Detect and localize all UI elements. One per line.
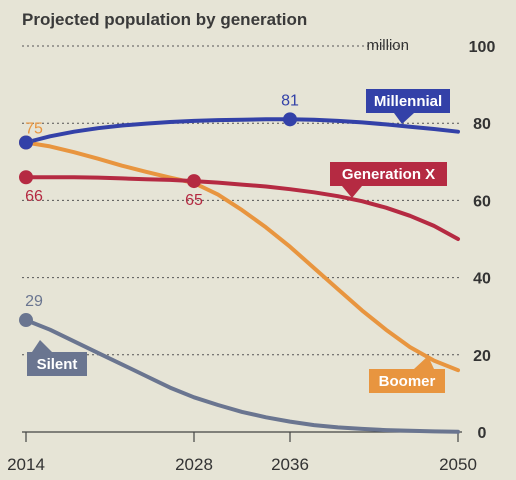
x-tick-2028: 2028: [175, 455, 213, 474]
chart-title: Projected population by generation: [22, 10, 307, 29]
series-tag-pointer-silent: [32, 340, 52, 352]
data-label-silent-2014: 29: [25, 293, 43, 310]
x-axis: 2014 2028 2036 2050: [7, 431, 477, 474]
series-tag-label-millennial: Millennial: [374, 93, 442, 110]
marker-millennial-2014: [19, 135, 33, 150]
series-tag-generation-x: Generation X: [330, 162, 447, 198]
series-tag-label-generation-x: Generation X: [342, 166, 435, 183]
y-tick-100: 100: [469, 39, 496, 56]
x-tick-2050: 2050: [439, 455, 477, 474]
marker-generation-x-2014: [19, 170, 33, 185]
marker-generation-x-2028: [187, 174, 201, 189]
y-tick-0: 0: [478, 425, 487, 442]
marker-millennial-2036: [283, 112, 297, 127]
series-line-generation-x: [24, 175, 460, 241]
series-tag-millennial: Millennial: [366, 89, 450, 124]
y-tick-60: 60: [473, 193, 491, 210]
y-tick-40: 40: [473, 271, 491, 288]
series-tags: Millennial Generation X Silent Boomer: [27, 89, 450, 393]
series-tag-label-boomer: Boomer: [379, 373, 436, 390]
series-tag-box-generation-x: [330, 162, 447, 186]
series-tag-pointer-millennial: [394, 113, 414, 124]
data-labels: 75 81 66 65 29: [25, 92, 299, 310]
y-axis: 0 20 40 60 80 100: [469, 39, 496, 442]
series-tag-pointer-boomer: [414, 356, 434, 369]
data-label-boomer-2014: 75: [25, 121, 43, 138]
series-tag-box-silent: [27, 352, 87, 376]
series-line-millennial: [24, 117, 460, 145]
series-tag-boomer: Boomer: [369, 356, 445, 393]
y-tick-80: 80: [473, 116, 491, 133]
series-tag-pointer-generation-x: [342, 186, 362, 198]
x-tick-2036: 2036: [271, 455, 309, 474]
series-tag-box-boomer: [369, 369, 445, 393]
data-label-generation-x-2014: 66: [25, 188, 43, 205]
series-tag-silent: Silent: [27, 340, 87, 376]
series-tag-label-silent: Silent: [37, 356, 78, 373]
y-tick-20: 20: [473, 348, 491, 365]
series-tag-box-millennial: [366, 89, 450, 113]
series-line-boomer: [24, 140, 460, 373]
markers: [19, 112, 297, 328]
unit-label: million: [366, 37, 409, 54]
x-tick-2014: 2014: [7, 455, 45, 474]
marker-silent-2014: [19, 313, 33, 328]
series-lines: [24, 117, 460, 434]
data-label-millennial-2036: 81: [281, 92, 299, 109]
series-line-silent: [24, 318, 460, 434]
data-label-generation-x-2028: 65: [185, 192, 203, 209]
